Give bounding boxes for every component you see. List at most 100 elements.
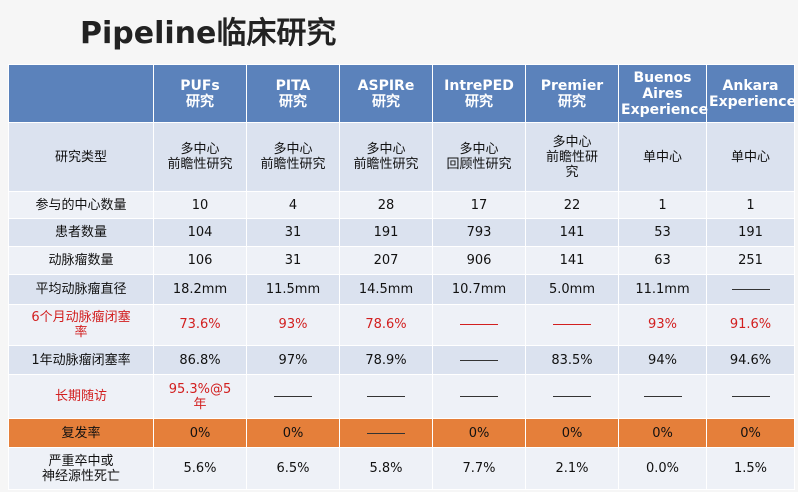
table-cell — [432, 374, 526, 420]
table-cell: 多中心 回顾性研究 — [432, 122, 526, 193]
cell-value: 5.8% — [369, 461, 403, 477]
dash-placeholder — [274, 396, 312, 398]
table-cell — [339, 418, 433, 449]
table-cell: 97% — [246, 345, 340, 376]
table-cell: 106 — [153, 246, 247, 276]
col-header-label: IntrePED 研究 — [444, 77, 514, 110]
table-cell — [706, 274, 795, 305]
cell-value: 单中心 — [730, 149, 770, 165]
dash-placeholder — [731, 396, 770, 398]
cell-value: 0% — [740, 425, 761, 441]
cell-value: 906 — [466, 253, 492, 269]
table-cell: 63 — [618, 246, 707, 276]
table-cell: 单中心 — [706, 122, 795, 193]
table-cell: 95.3%@5 年 — [153, 374, 247, 420]
table-cell: 1.5% — [706, 447, 795, 490]
dash-placeholder — [460, 396, 498, 398]
table-cell: 78.6% — [339, 303, 433, 347]
table-cell: 0.0% — [618, 447, 707, 490]
col-header-label: Buenos Aires Experience — [621, 69, 709, 118]
row-label: 参与的中心数量 — [8, 191, 154, 220]
cell-value: 31 — [284, 253, 302, 269]
cell-value: 31 — [284, 225, 302, 241]
table-cell: 207 — [339, 246, 433, 276]
table-cell: 多中心 前瞻性研究 — [525, 122, 619, 193]
table-cell: 94% — [618, 345, 707, 376]
table-cell: 1 — [618, 191, 707, 220]
cell-value: 22 — [563, 197, 581, 213]
col-header: Buenos Aires Experience — [618, 63, 709, 124]
cell-value: 多中心 前瞻性研究 — [167, 142, 233, 173]
cell-value: 2.1% — [555, 461, 589, 477]
cell-value: 28 — [377, 197, 395, 213]
table-cell — [706, 374, 795, 420]
row-label: 平均动脉瘤直径 — [8, 274, 154, 305]
table-cell — [525, 374, 619, 420]
cell-value: 14.5mm — [358, 281, 414, 297]
row-label: 复发率 — [8, 418, 154, 449]
col-header-label: Ankara Experience — [709, 77, 797, 110]
cell-value: 93% — [278, 317, 308, 333]
cell-value: 1 — [746, 197, 755, 213]
table-cell: 10 — [153, 191, 247, 220]
table-cell: 191 — [339, 218, 433, 248]
table-cell: 5.6% — [153, 447, 247, 490]
table-cell: 104 — [153, 218, 247, 248]
cell-value: 4 — [288, 197, 298, 213]
dash-placeholder — [460, 359, 498, 361]
row-label: 患者数量 — [8, 218, 154, 248]
cell-value: 7.7% — [462, 461, 496, 477]
table-cell: 17 — [432, 191, 526, 220]
table-cell: 0% — [153, 418, 247, 449]
table-body: 研究类型 多中心 前瞻性研究 多中心 前瞻性研究 多中心 前瞻性研究 多中心 回顾性研究 多中心前… — [8, 122, 795, 490]
col-header: Ankara Experience — [706, 63, 797, 124]
cell-value: 53 — [654, 225, 671, 241]
table-cell: 251 — [706, 246, 795, 276]
table-cell: 0% — [246, 418, 340, 449]
table-cell: 单中心 — [618, 122, 707, 193]
table-cell — [432, 303, 526, 347]
table-row: 动脉瘤数量 106 31 207 906 141 63 251 — [8, 246, 795, 276]
col-header-label: Premier 研究 — [540, 77, 604, 110]
table-cell: 22 — [525, 191, 619, 220]
table-cell: 11.5mm — [246, 274, 340, 305]
cell-value: 单中心 — [642, 149, 682, 165]
table-row: 研究类型 多中心 前瞻性研究 多中心 前瞻性研究 多中心 前瞻性研究 多中心 回顾性研究 多中心前… — [8, 122, 795, 193]
cell-value: 78.9% — [365, 352, 407, 368]
cell-value: 73.6% — [179, 317, 221, 333]
dash-placeholder — [731, 288, 770, 290]
col-header-label: PUFs 研究 — [180, 77, 220, 110]
dash-placeholder — [553, 396, 591, 398]
table-corner-cell — [8, 63, 154, 124]
table-cell: 86.8% — [153, 345, 247, 376]
table-row: 平均动脉瘤直径 18.2mm 11.5mm 14.5mm 10.7mm 5.0mm 11.1… — [8, 274, 795, 305]
table-cell: 906 — [432, 246, 526, 276]
cell-value: 0% — [468, 425, 490, 441]
table-cell: 5.0mm — [525, 274, 619, 305]
page-title: Pipeline临床研究 — [80, 16, 337, 51]
cell-value: 94% — [648, 352, 677, 368]
cell-value: 141 — [559, 253, 585, 269]
cell-value: 10.7mm — [451, 281, 507, 297]
cell-value: 94.6% — [729, 352, 772, 368]
cell-value: 0% — [652, 425, 673, 441]
cell-value: 207 — [373, 253, 399, 269]
dash-placeholder — [367, 432, 405, 434]
cell-value: 93% — [648, 317, 677, 333]
table-header-row: PUFs 研究 PITA 研究 ASPIRe 研究 IntrePED 研究 Premie… — [8, 63, 797, 124]
table-cell: 1 — [706, 191, 795, 220]
cell-value: 17 — [470, 197, 488, 213]
table-cell: 93% — [246, 303, 340, 347]
table-cell: 18.2mm — [153, 274, 247, 305]
table-row: 1年动脉瘤闭塞率 86.8% 97% 78.9% 83.5% 94% 94.6% — [8, 345, 795, 376]
table-cell: 5.8% — [339, 447, 433, 490]
table-cell — [618, 374, 707, 420]
table-cell: 11.1mm — [618, 274, 707, 305]
table-cell: 793 — [432, 218, 526, 248]
cell-value: 97% — [278, 352, 308, 368]
cell-value: 多中心 前瞻性研究 — [353, 142, 419, 173]
col-header: PUFs 研究 — [153, 63, 247, 124]
col-header: IntrePED 研究 — [432, 63, 526, 124]
cell-value: 793 — [466, 225, 492, 241]
table-cell: 53 — [618, 218, 707, 248]
